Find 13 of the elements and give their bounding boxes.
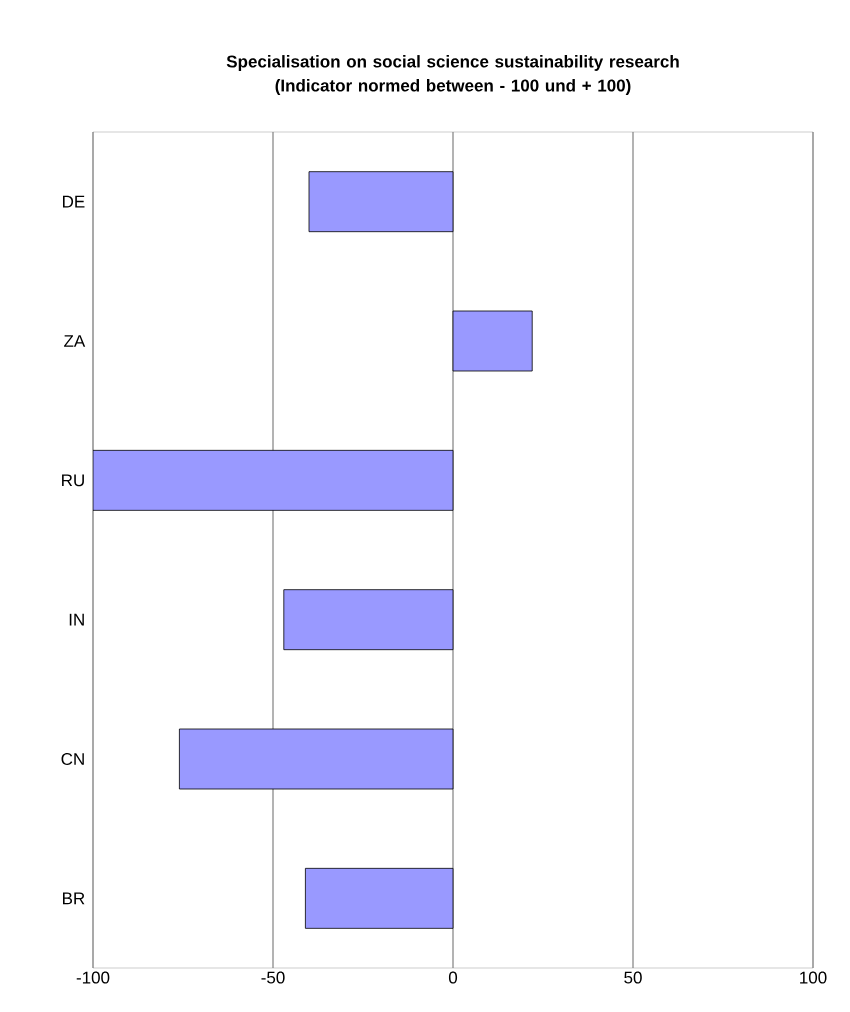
- x-tick-label: -100: [76, 971, 110, 984]
- y-tick-label: CN: [61, 752, 84, 766]
- chart-title: Specialisation on social science sustainability research: [226, 55, 679, 71]
- x-tick-label: 100: [800, 971, 827, 984]
- y-tick-label: BR: [63, 892, 85, 905]
- y-tick-label: ZA: [64, 335, 86, 347]
- x-tick-label: 50: [624, 971, 642, 984]
- x-tick-label: -50: [261, 971, 285, 984]
- y-tick-label: DE: [63, 195, 85, 208]
- y-tick-label: RU: [62, 474, 84, 487]
- chart-subtitle: (Indicator normed between - 100 und + 100): [275, 79, 631, 95]
- y-tick-label: IN: [69, 613, 84, 626]
- x-tick-label: 0: [448, 971, 458, 984]
